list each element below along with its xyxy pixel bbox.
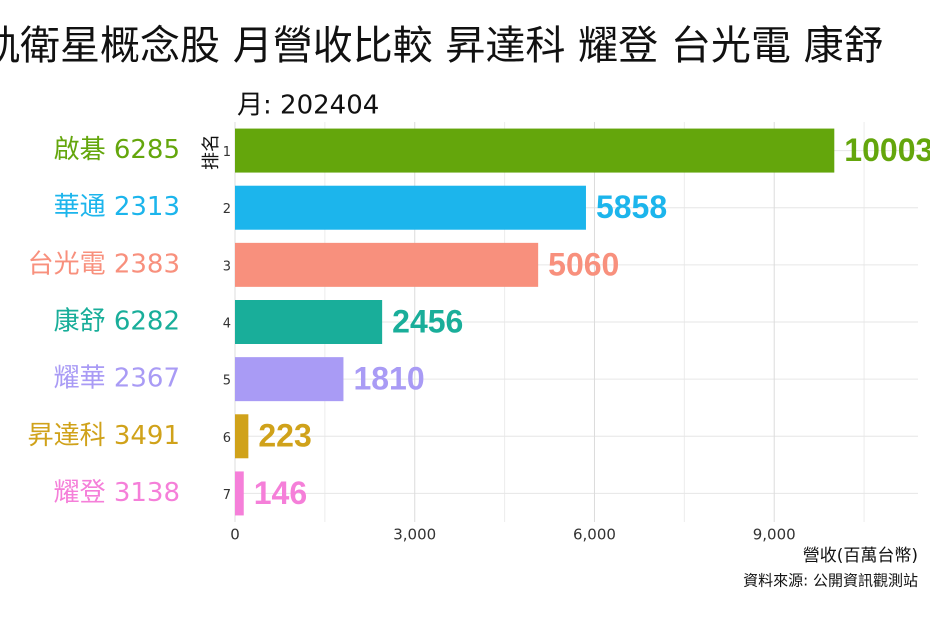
rank-label: 5 <box>223 374 231 389</box>
value-label: 146 <box>254 475 307 511</box>
x-tick-label: 6,000 <box>573 526 616 544</box>
rank-label: 6 <box>223 431 231 446</box>
value-label: 223 <box>258 418 311 454</box>
category-label: 耀華 2367 <box>54 364 180 394</box>
rank-label: 7 <box>223 488 231 503</box>
x-tick-label: 3,000 <box>393 526 436 544</box>
chart-title: 低軌衛星概念股 月營收比較 昇達科 耀登 台光電 康舒 <box>0 23 884 69</box>
value-label: 2456 <box>392 303 463 339</box>
y-axis-label: 排名 <box>201 134 222 170</box>
bar <box>235 185 586 230</box>
bar <box>235 471 244 516</box>
rank-label: 2 <box>223 202 231 217</box>
category-label: 昇達科 3491 <box>28 421 180 451</box>
category-label: 華通 2313 <box>54 192 180 222</box>
category-label: 啟碁 6285 <box>54 135 180 165</box>
caption: 資料來源: 公開資訊觀測站 <box>743 572 918 590</box>
rank-label: 1 <box>223 145 231 160</box>
bar <box>235 414 249 459</box>
value-label: 5858 <box>596 189 667 225</box>
bar <box>235 357 344 402</box>
bar <box>235 242 539 287</box>
bar <box>235 300 383 344</box>
chart-subtitle: 月: 202404 <box>237 91 379 121</box>
category-label: 台光電 2383 <box>28 249 180 279</box>
x-axis-label: 營收(百萬台幣) <box>803 546 918 566</box>
x-tick-label: 0 <box>230 526 240 544</box>
x-tick-label: 9,000 <box>753 526 796 544</box>
category-label: 耀登 3138 <box>54 478 180 508</box>
rank-label: 4 <box>223 317 231 332</box>
bar <box>235 128 835 173</box>
category-label: 康舒 6282 <box>54 307 180 337</box>
rank-label: 3 <box>223 259 231 274</box>
value-label: 5060 <box>548 246 619 282</box>
value-label: 1810 <box>353 361 424 397</box>
value-label: 10003 <box>844 132 930 168</box>
